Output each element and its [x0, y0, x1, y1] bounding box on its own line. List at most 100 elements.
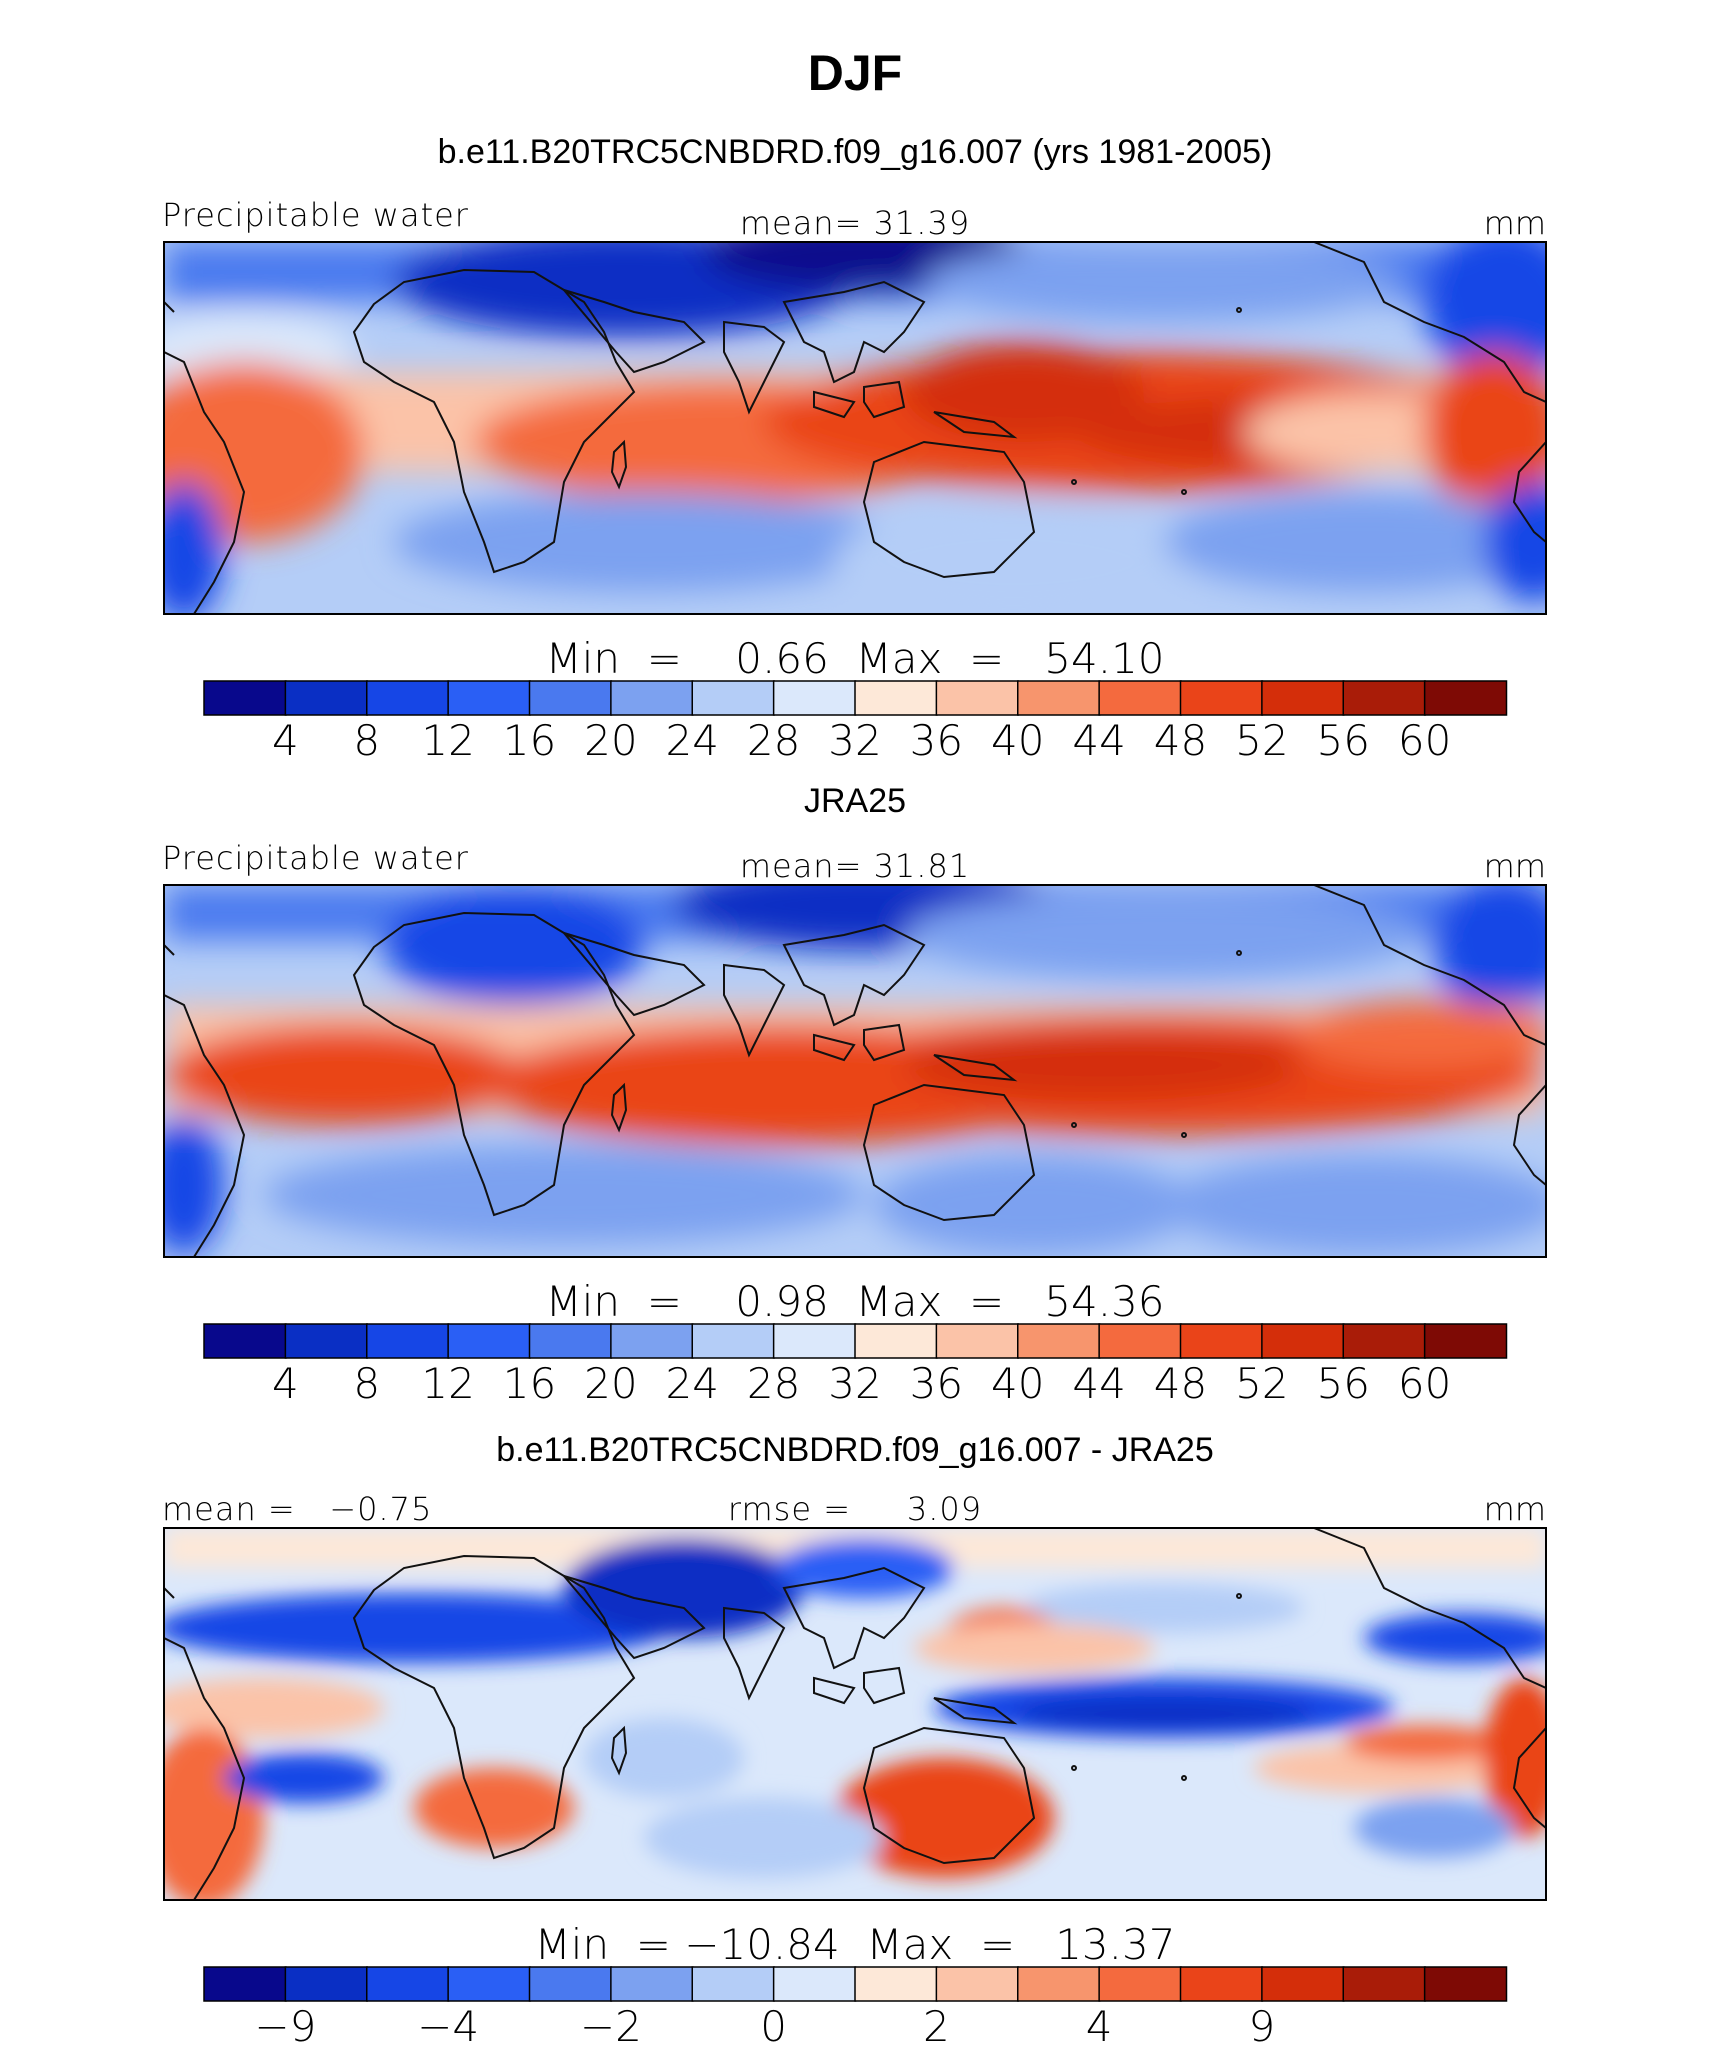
colorbar-swatch	[1017, 1966, 1101, 2002]
colorbar-tick-label: 52	[1235, 1359, 1288, 1408]
colorbar-swatch	[1423, 680, 1508, 716]
colorbar-swatch	[935, 680, 1019, 716]
colorbar-swatch	[528, 1966, 613, 2002]
colorbar-swatch	[935, 1323, 1019, 1359]
colorbar-swatch	[447, 1966, 531, 2002]
mean-label: mean= 31.39	[740, 204, 970, 242]
colorbar-swatch	[1017, 680, 1101, 716]
colorbar-swatch	[1261, 1966, 1345, 2002]
colorbar-swatch	[1423, 1323, 1508, 1359]
colorbar-swatch	[1179, 1323, 1264, 1359]
mean-label: mean = −0.75	[162, 1490, 432, 1528]
variable-label: Precipitable water	[162, 839, 469, 877]
colorbar-tick-label: 12	[421, 716, 474, 765]
colorbar-swatch	[854, 1323, 938, 1359]
colorbar-swatch	[1179, 680, 1264, 716]
colorbar-tick-label: 0	[760, 2002, 787, 2051]
colorbar-tick-label: −9	[254, 2002, 316, 2051]
colorbar-swatch	[1179, 1966, 1264, 2002]
map-frame	[163, 241, 1547, 615]
colorbar-swatch	[528, 1323, 613, 1359]
colorbar-tick-label: 16	[503, 1359, 556, 1408]
colorbar-tick-label: 44	[1072, 716, 1125, 765]
panel-difference: b.e11.B20TRC5CNBDRD.f09_g16.007 - JRA25 …	[162, 1431, 1547, 2051]
colorbar: −9 −4 −2 0 2 4 9	[203, 1966, 1508, 2051]
colorbar-tick-label: 8	[353, 1359, 380, 1408]
colorbar-swatch	[203, 680, 287, 716]
colorbar-tick-label: 60	[1398, 716, 1451, 765]
colorbar-tick-label: 56	[1317, 1359, 1370, 1408]
colorbar-swatch	[366, 1966, 450, 2002]
min-max-label: Min = 0.98 Max = 54.36	[545, 1277, 1164, 1326]
panel-subtitle: b.e11.B20TRC5CNBDRD.f09_g16.007 - JRA25	[496, 1431, 1214, 1469]
colorbar-swatch	[1261, 1323, 1345, 1359]
variable-label: Precipitable water	[162, 196, 469, 234]
colorbar-swatch	[691, 1323, 775, 1359]
panel-obs: JRA25 Precipitable water mean= 31.81 mm	[162, 782, 1547, 1408]
colorbar-swatch	[1423, 1966, 1508, 2002]
colorbar-tick-label: 48	[1154, 716, 1207, 765]
colorbar-swatch	[1098, 1323, 1182, 1359]
colorbar-swatch	[284, 1323, 368, 1359]
colorbar-tick-label: 40	[991, 1359, 1044, 1408]
colorbar-tick-label: 16	[503, 716, 556, 765]
colorbar-swatch	[447, 680, 531, 716]
min-max-label: Min = −10.84 Max = 13.37	[535, 1920, 1176, 1969]
units-label: mm	[1484, 204, 1546, 242]
colorbar-tick-label: 32	[828, 1359, 881, 1408]
map-field	[164, 1528, 1546, 1900]
colorbar-swatch	[772, 1966, 857, 2002]
colorbar-tick-label: 20	[584, 716, 637, 765]
colorbar-tick-label: 28	[747, 716, 800, 765]
colorbar-swatch	[284, 1966, 368, 2002]
panel-model: b.e11.B20TRC5CNBDRD.f09_g16.007 (yrs 198…	[162, 133, 1547, 765]
colorbar-swatch	[610, 1966, 694, 2002]
colorbar-swatch	[1098, 1966, 1182, 2002]
colorbar-tick-label: 4	[272, 716, 299, 765]
colorbar-swatch	[366, 680, 450, 716]
mean-label: mean= 31.81	[740, 847, 970, 885]
colorbar-swatch	[366, 1323, 450, 1359]
map-field	[164, 885, 1546, 1257]
colorbar-swatch	[854, 1966, 938, 2002]
colorbar-tick-label: 24	[666, 1359, 719, 1408]
colorbar-tick-label: 32	[828, 716, 881, 765]
panel-subtitle: b.e11.B20TRC5CNBDRD.f09_g16.007 (yrs 198…	[438, 133, 1273, 171]
colorbar-swatch	[610, 680, 694, 716]
colorbar-tick-label: 4	[272, 1359, 299, 1408]
colorbar-swatch	[1261, 680, 1345, 716]
colorbar-swatch	[691, 1966, 775, 2002]
colorbar-swatch	[1017, 1323, 1101, 1359]
units-label: mm	[1484, 1490, 1546, 1528]
page-title: DJF	[808, 45, 902, 101]
colorbar: 4 8 12 16 20 24 28 32 36 40 44 48 52 56 60	[203, 680, 1508, 765]
colorbar-swatch	[772, 680, 857, 716]
colorbar-swatch	[203, 1966, 287, 2002]
map-frame	[163, 884, 1547, 1258]
colorbar-swatch	[691, 680, 775, 716]
colorbar-tick-label: 56	[1317, 716, 1370, 765]
colorbar-swatch	[935, 1966, 1019, 2002]
colorbar-swatch	[854, 680, 938, 716]
colorbar-swatch	[284, 680, 368, 716]
colorbar-tick-label: 52	[1235, 716, 1288, 765]
colorbar-swatch	[610, 1323, 694, 1359]
colorbar-tick-label: 36	[910, 1359, 963, 1408]
colorbar-swatch	[772, 1323, 857, 1359]
colorbar-tick-label: 48	[1154, 1359, 1207, 1408]
min-max-label: Min = 0.66 Max = 54.10	[545, 634, 1164, 683]
colorbar-tick-label: 40	[991, 716, 1044, 765]
colorbar-swatch	[1342, 1966, 1426, 2002]
colorbar-tick-label: −4	[417, 2002, 479, 2051]
colorbar-tick-label: 4	[1086, 2002, 1113, 2051]
colorbar-swatch	[1342, 680, 1426, 716]
colorbar-tick-label: 44	[1072, 1359, 1125, 1408]
colorbar-swatch	[203, 1323, 287, 1359]
colorbar-tick-label: 2	[923, 2002, 950, 2051]
colorbar-swatch	[447, 1323, 531, 1359]
map-frame	[163, 1527, 1547, 1901]
colorbar: 4 8 12 16 20 24 28 32 36 40 44 48 52 56 60	[203, 1323, 1508, 1408]
map-field	[164, 242, 1546, 614]
colorbar-tick-label: 24	[666, 716, 719, 765]
